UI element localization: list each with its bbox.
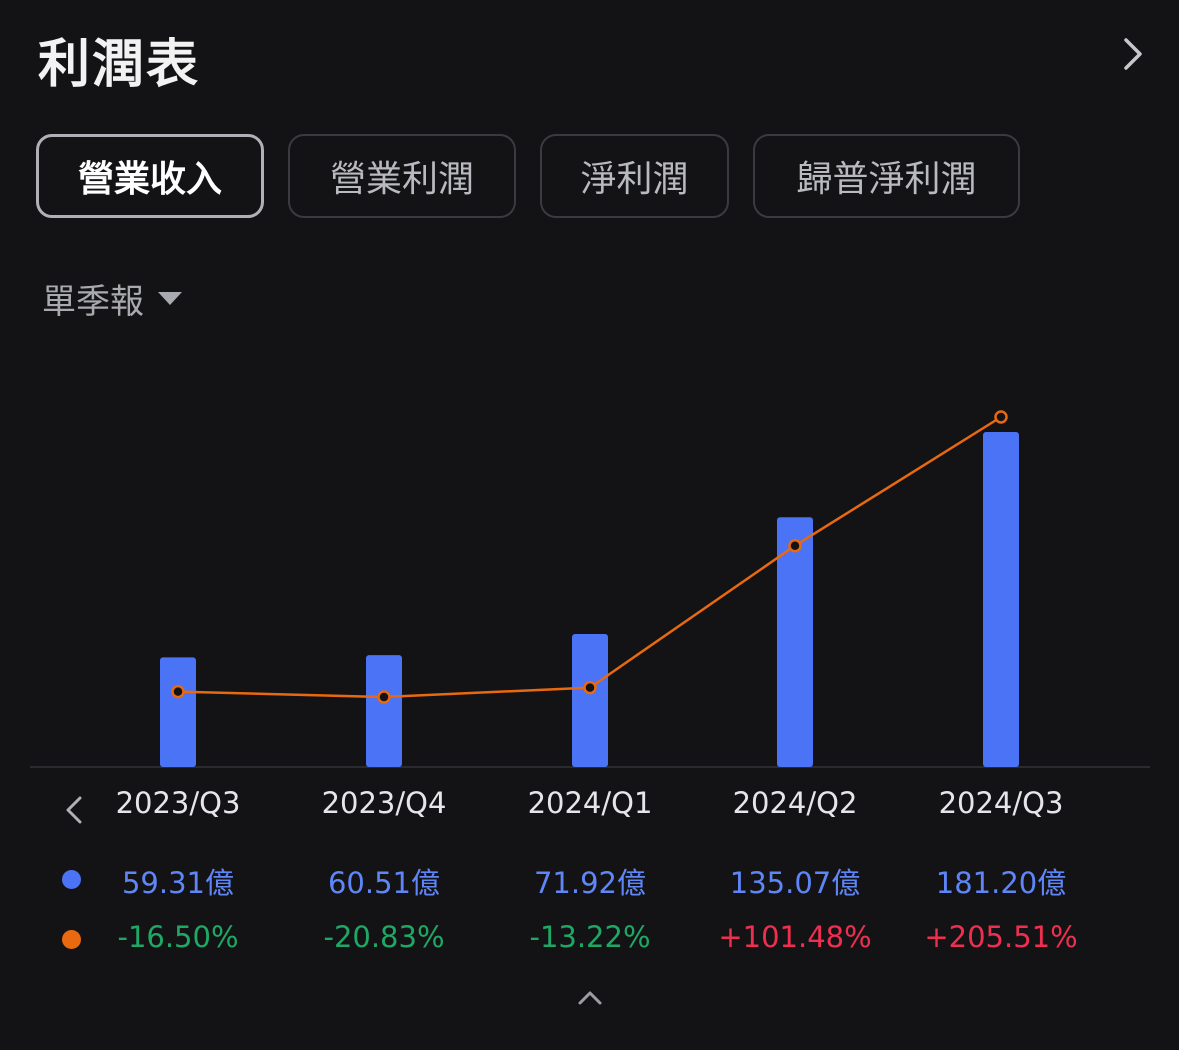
chevron-left-icon[interactable] (60, 794, 88, 826)
growth-point (377, 690, 391, 704)
x-axis-labels: 2023/Q3 2023/Q4 2024/Q1 2024/Q2 2024/Q3 (0, 786, 1179, 832)
tab-attributable-net-profit[interactable]: 歸普淨利潤 (753, 134, 1020, 218)
x-tick-label: 2023/Q3 (115, 786, 241, 820)
revenue-value: 71.92億 (533, 866, 647, 900)
chevron-right-icon[interactable] (1112, 32, 1152, 76)
x-tick-label: 2023/Q4 (321, 786, 447, 820)
period-selector[interactable]: 單季報 (42, 274, 182, 323)
growth-point (171, 684, 185, 699)
growth-point (994, 410, 1008, 424)
growth-value: -20.83% (323, 920, 445, 954)
growth-point (788, 538, 802, 553)
revenue-bar (777, 517, 813, 767)
chevron-up-icon[interactable] (576, 986, 604, 1008)
revenue-value: 135.07億 (729, 866, 861, 900)
tab-operating-revenue[interactable]: 營業收入 (36, 134, 264, 218)
revenue-value: 181.20億 (935, 866, 1067, 900)
revenue-bar (366, 655, 402, 767)
page-title: 利潤表 (38, 35, 201, 95)
growth-value: +101.48% (718, 920, 872, 954)
revenue-legend-dot (62, 870, 81, 889)
revenue-row: 59.31億 60.51億 71.92億 135.07億 181.20億 (0, 860, 1179, 900)
growth-row: -16.50% -20.83% -13.22% +101.48% +205.51… (0, 920, 1179, 960)
growth-point (583, 680, 597, 695)
revenue-bar (572, 634, 608, 767)
tab-net-profit[interactable]: 淨利潤 (540, 134, 729, 218)
growth-value: +205.51% (924, 920, 1078, 954)
revenue-value: 60.51億 (327, 866, 441, 900)
x-tick-label: 2024/Q1 (527, 786, 653, 820)
growth-value: -16.50% (117, 920, 239, 954)
growth-value: -13.22% (529, 920, 651, 954)
period-selector-label: 單季報 (42, 282, 144, 322)
caret-down-icon (158, 292, 182, 305)
revenue-bar (983, 432, 1019, 767)
x-tick-label: 2024/Q2 (732, 786, 858, 820)
revenue-bar (160, 657, 196, 767)
growth-legend-dot (62, 930, 81, 949)
x-tick-label: 2024/Q3 (938, 786, 1064, 820)
revenue-value: 59.31億 (121, 866, 235, 900)
tab-operating-profit[interactable]: 營業利潤 (288, 134, 516, 218)
